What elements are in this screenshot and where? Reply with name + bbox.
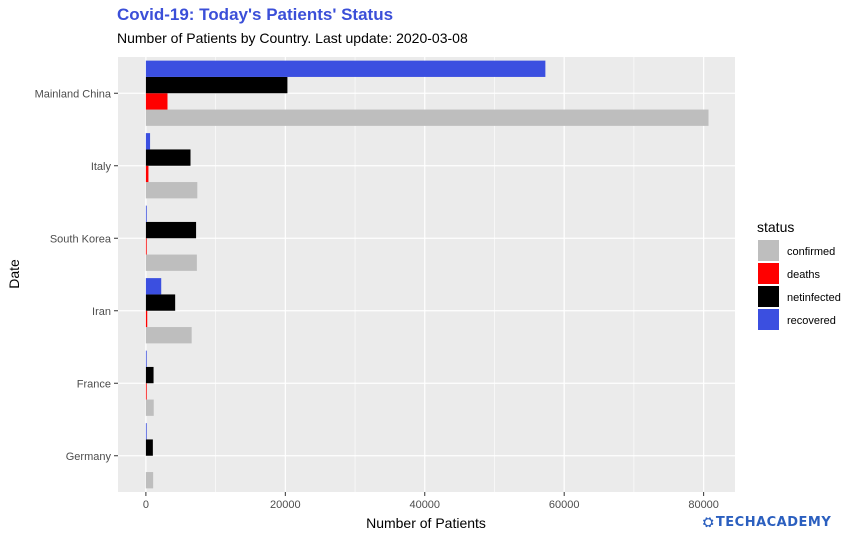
bar-netinfected-france — [145, 366, 154, 384]
brand-logo: ⛭ TECHACADEMY — [703, 515, 831, 530]
y-tick-label: Iran — [92, 306, 111, 318]
legend-label: confirmed — [787, 246, 835, 258]
plot-panel — [118, 57, 735, 492]
brand-name: TECHACADEMY — [715, 515, 832, 530]
bar-recovered-iran — [145, 278, 162, 295]
x-axis-label: Number of Patients — [366, 515, 486, 531]
bar-netinfected-iran — [145, 294, 176, 311]
x-tick-label: 80000 — [688, 499, 719, 511]
legend-key-deaths — [758, 263, 779, 284]
legend-label: netinfected — [787, 292, 841, 304]
x-axis-ticks: 0 20000 40000 60000 80000 — [143, 492, 719, 511]
x-tick-label: 40000 — [409, 499, 440, 511]
bar-deaths-south-korea — [145, 238, 147, 255]
y-axis-label: Date — [6, 259, 22, 289]
y-tick-label: Italy — [91, 161, 112, 173]
bar-recovered-south-korea — [145, 205, 147, 222]
bar-deaths-italy — [145, 165, 149, 183]
x-tick-label: 20000 — [270, 499, 301, 511]
bar-recovered-france — [145, 350, 147, 367]
gear-icon: ⛭ — [703, 515, 714, 530]
bar-netinfected-mainland-china — [145, 76, 288, 94]
bar-deaths-france — [145, 383, 147, 400]
bar-confirmed-france — [145, 399, 154, 416]
chart-subtitle: Number of Patients by Country. Last upda… — [117, 30, 468, 46]
legend-key-confirmed — [758, 240, 779, 261]
y-axis-ticks: Mainland China Italy South Korea Iran France… — [35, 88, 118, 463]
bar-deaths-iran — [145, 310, 148, 328]
bar-recovered-mainland-china — [145, 60, 546, 77]
x-tick-label: 0 — [143, 499, 149, 511]
bar-netinfected-italy — [145, 149, 191, 166]
bar-recovered-germany — [145, 423, 147, 440]
legend: status confirmed deaths netinfected recover… — [757, 219, 841, 330]
bar-netinfected-germany — [145, 439, 153, 456]
legend-key-netinfected — [758, 286, 779, 307]
legend-key-recovered — [758, 309, 779, 330]
bars — [145, 60, 709, 489]
y-tick-label: Mainland China — [35, 88, 112, 100]
chart-title: Covid-19: Today's Patients' Status — [117, 5, 394, 24]
bar-deaths-mainland-china — [145, 93, 168, 110]
grid-lines — [118, 57, 735, 492]
bar-confirmed-south-korea — [145, 254, 197, 271]
y-tick-label: Germany — [66, 451, 112, 463]
bar-confirmed-mainland-china — [145, 109, 709, 126]
legend-title: status — [757, 219, 794, 235]
y-tick-label: South Korea — [50, 233, 112, 245]
legend-label: recovered — [787, 315, 836, 327]
bar-netinfected-south-korea — [145, 221, 197, 239]
bar-recovered-italy — [145, 133, 151, 150]
legend-label: deaths — [787, 269, 821, 281]
bar-confirmed-germany — [145, 472, 154, 489]
x-tick-label: 60000 — [549, 499, 580, 511]
bar-confirmed-iran — [145, 327, 192, 344]
bar-confirmed-italy — [145, 182, 198, 199]
y-tick-label: France — [77, 378, 111, 390]
